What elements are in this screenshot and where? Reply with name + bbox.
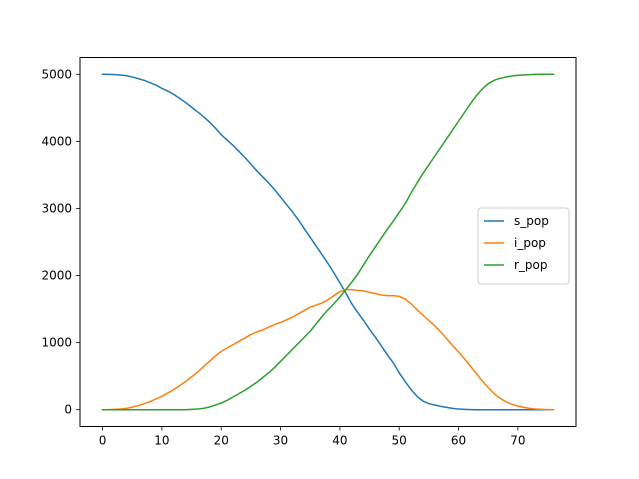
y-tick-label: 3000 <box>41 201 72 215</box>
legend: s_pop i_pop r_pop <box>478 208 569 284</box>
y-tick-label: 1000 <box>41 336 72 350</box>
y-tick-label: 4000 <box>41 134 72 148</box>
x-tick-label: 60 <box>451 434 466 448</box>
y-tick-label: 0 <box>64 403 72 417</box>
x-tick-label: 10 <box>154 434 169 448</box>
y-tick-label: 5000 <box>41 67 72 81</box>
legend-label-s-pop: s_pop <box>514 214 549 228</box>
x-tick-label: 70 <box>510 434 525 448</box>
x-tick-label: 20 <box>214 434 229 448</box>
y-tick-label: 2000 <box>41 269 72 283</box>
x-tick-label: 40 <box>332 434 347 448</box>
legend-label-r-pop: r_pop <box>514 258 548 272</box>
x-tick-label: 30 <box>273 434 288 448</box>
x-tick-label: 0 <box>99 434 107 448</box>
legend-label-i-pop: i_pop <box>514 236 546 250</box>
x-tick-label: 50 <box>392 434 407 448</box>
